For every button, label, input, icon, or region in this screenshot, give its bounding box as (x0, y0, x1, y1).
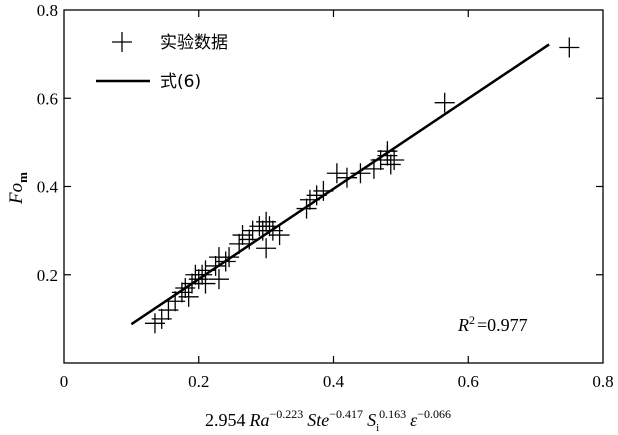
x-tick-label: 0.4 (323, 372, 345, 391)
data-point (384, 150, 405, 171)
x-axis-exp-ste: −0.417 (329, 407, 363, 421)
y-tick-label: 0.6 (37, 89, 58, 108)
r-squared-annotation: R2 =0.977 (457, 313, 528, 335)
y-axis-title: Fom (6, 172, 30, 205)
x-axis-term-ra: Ra (249, 410, 270, 430)
y-tick-label: 0.2 (37, 266, 58, 285)
legend: 实验数据 式(6) (96, 32, 228, 92)
x-axis-term-ste: Ste (307, 410, 329, 430)
data-point (208, 269, 229, 290)
data-point (219, 247, 240, 268)
x-axis-term-s: S (367, 410, 376, 430)
r-squared-value: =0.977 (477, 315, 528, 335)
y-axis-title-sub: m (15, 172, 30, 183)
data-point (336, 167, 357, 188)
data-layer (130, 37, 580, 334)
x-axis-sub-i: i (376, 422, 379, 434)
fit-line (130, 43, 550, 326)
ticks-layer: 0 0.2 0.4 0.6 0.8 0.2 0.4 0.6 0.8 (37, 1, 614, 391)
r-squared-exponent: 2 (469, 313, 475, 327)
data-point (256, 238, 277, 259)
y-tick-label: 0.4 (37, 178, 59, 197)
data-point (559, 37, 580, 58)
x-axis-exp-ra: −0.223 (270, 407, 304, 421)
y-axis-title-main: Fo (6, 183, 27, 205)
data-point (269, 225, 290, 246)
x-axis-title: 2.954 Ra−0.223 Ste−0.417 Si0.163 ε−0.066 (205, 407, 451, 434)
x-tick-label: 0.2 (188, 372, 209, 391)
x-tick-label: 0.6 (458, 372, 479, 391)
x-axis-coef: 2.954 (205, 410, 246, 430)
data-point (350, 163, 371, 184)
legend-label-data: 实验数据 (160, 33, 228, 53)
data-point (192, 264, 213, 285)
data-point (296, 198, 317, 219)
data-point (205, 255, 226, 276)
y-tick-label: 0.8 (37, 1, 58, 20)
data-point (326, 163, 347, 184)
legend-label-fit: 式(6) (160, 72, 201, 92)
data-point (434, 92, 455, 113)
data-point (380, 154, 401, 175)
x-tick-label: 0 (60, 372, 69, 391)
x-tick-label: 0.8 (592, 372, 613, 391)
x-axis-exp-s: 0.163 (379, 407, 406, 421)
data-point (178, 286, 199, 307)
x-axis-term-epsilon: ε (410, 410, 418, 430)
r-squared-symbol: R (457, 315, 469, 335)
x-axis-exp-epsilon: −0.066 (417, 407, 451, 421)
